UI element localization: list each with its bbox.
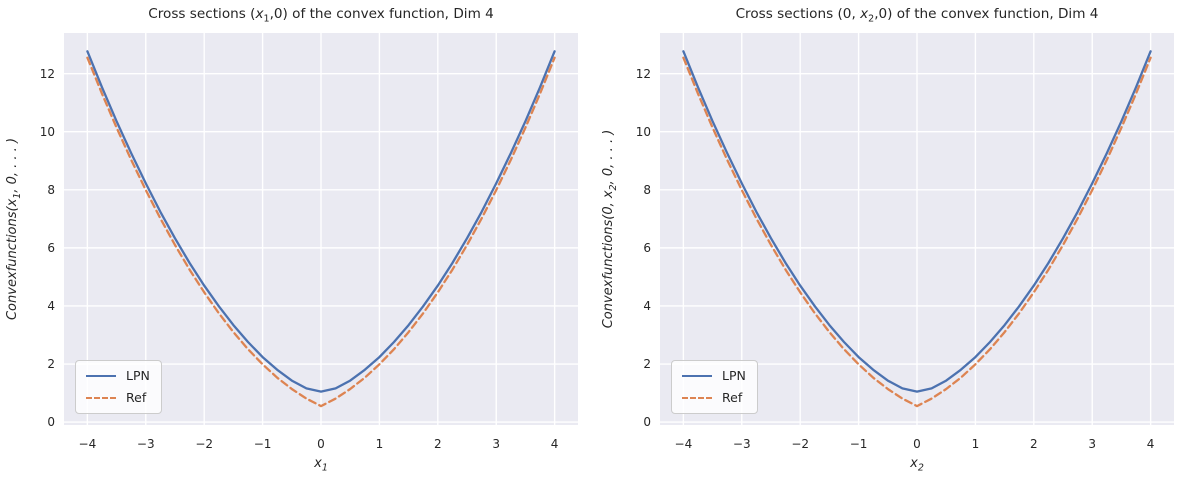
y-tick-label: 4	[643, 298, 651, 313]
title-text: Cross sections (	[148, 6, 256, 22]
legend-item-ref: Ref	[86, 390, 150, 405]
title-text: Cross sections (0,	[735, 6, 861, 22]
x-tick-label: 3	[492, 437, 501, 451]
x-tick-label: −1	[253, 437, 272, 451]
ylabel-var: x	[601, 190, 617, 199]
y-tick-label: 8	[47, 182, 55, 197]
legend-label-ref: Ref	[126, 390, 147, 405]
x-tick-label: 2	[433, 437, 442, 451]
subplot-left: Cross sections (x1,0) of the convex func…	[5, 6, 578, 474]
title-var-subscript: 2	[868, 13, 875, 25]
ylabel-text: Convexfunctions(0,	[601, 198, 617, 329]
ylabel-var-subscript: 2	[607, 184, 619, 191]
legend: LPN Ref	[671, 360, 758, 414]
xlabel-var: x	[910, 456, 918, 471]
lpn-line-sample	[682, 374, 712, 377]
plot-area-left	[64, 33, 578, 425]
x-tick-label: −4	[78, 437, 97, 451]
legend-item-ref: Ref	[682, 390, 746, 405]
plot-title-right: Cross sections (0, x2,0) of the convex f…	[660, 6, 1174, 25]
title-text: ,0) of the convex function, Dim 4	[269, 6, 494, 22]
y-tick-label: 8	[643, 182, 651, 197]
y-tick-label: 12	[635, 66, 651, 81]
y-tick-label: 2	[643, 357, 651, 372]
title-var: x	[255, 6, 264, 22]
x-tick-label: −3	[136, 437, 155, 451]
legend-label-lpn: LPN	[126, 368, 150, 383]
y-tick-label: 10	[39, 124, 55, 139]
x-tick-label: 3	[1088, 437, 1097, 451]
lpn-curve	[682, 50, 1152, 393]
x-axis-label-right: x2	[660, 456, 1174, 474]
title-text: ,0) of the convex function, Dim 4	[874, 6, 1099, 22]
plot-title-left: Cross sections (x1,0) of the convex func…	[64, 6, 578, 25]
x-tick-label: −4	[674, 437, 693, 451]
lpn-line-sample	[86, 374, 116, 377]
y-tick-label: 6	[47, 240, 55, 255]
x-tick-label: −2	[791, 437, 810, 451]
y-tick-label: 10	[635, 124, 651, 139]
xlabel-var: x	[314, 456, 322, 471]
legend-label-lpn: LPN	[722, 368, 746, 383]
legend-label-ref: Ref	[722, 390, 743, 405]
y-tick-label: 12	[39, 66, 55, 81]
x-tick-label: −2	[195, 437, 214, 451]
ylabel-text: , 0, . . . )	[5, 137, 21, 193]
ylabel-text: Convexfunctions(	[5, 206, 21, 321]
y-tick-label: 2	[47, 357, 55, 372]
x-tick-label: 4	[1146, 437, 1155, 451]
ylabel-var-subscript: 1	[11, 192, 23, 199]
y-tick-label: 0	[643, 415, 651, 430]
ylabel-var: x	[5, 198, 21, 207]
legend-item-lpn: LPN	[86, 368, 150, 383]
x-tick-label: −1	[849, 437, 868, 451]
x-tick-label: 2	[1029, 437, 1038, 451]
y-tick-label: 6	[643, 240, 651, 255]
subplot-right: Cross sections (0, x2,0) of the convex f…	[601, 6, 1174, 474]
legend-item-lpn: LPN	[682, 368, 746, 383]
x-axis-label-left: x1	[64, 456, 578, 474]
x-tick-label: 0	[913, 437, 921, 451]
plot-area-right	[660, 33, 1174, 425]
x-tick-label: 1	[971, 437, 980, 451]
ref-line-sample	[682, 396, 712, 399]
y-axis-label-right: Convexfunctions(0, x2, 0, . . . )	[601, 130, 619, 329]
x-tick-label: −3	[732, 437, 751, 451]
ref-line-sample	[86, 396, 116, 399]
title-var: x	[860, 6, 869, 22]
xlabel-var-subscript: 2	[917, 462, 924, 474]
ref-curve	[86, 56, 556, 408]
x-tick-label: 0	[317, 437, 325, 451]
x-tick-label: 4	[550, 437, 559, 451]
title-var-subscript: 1	[263, 13, 270, 25]
ylabel-text: , 0, . . . )	[601, 129, 617, 185]
xlabel-var-subscript: 1	[321, 462, 328, 474]
legend: LPN Ref	[75, 360, 162, 414]
y-axis-label-left: Convexfunctions(x1, 0, . . . )	[5, 138, 23, 320]
lpn-curve	[86, 50, 556, 393]
ref-curve	[682, 56, 1152, 408]
y-tick-label: 4	[47, 298, 55, 313]
y-tick-label: 0	[47, 415, 55, 430]
x-tick-label: 1	[375, 437, 384, 451]
